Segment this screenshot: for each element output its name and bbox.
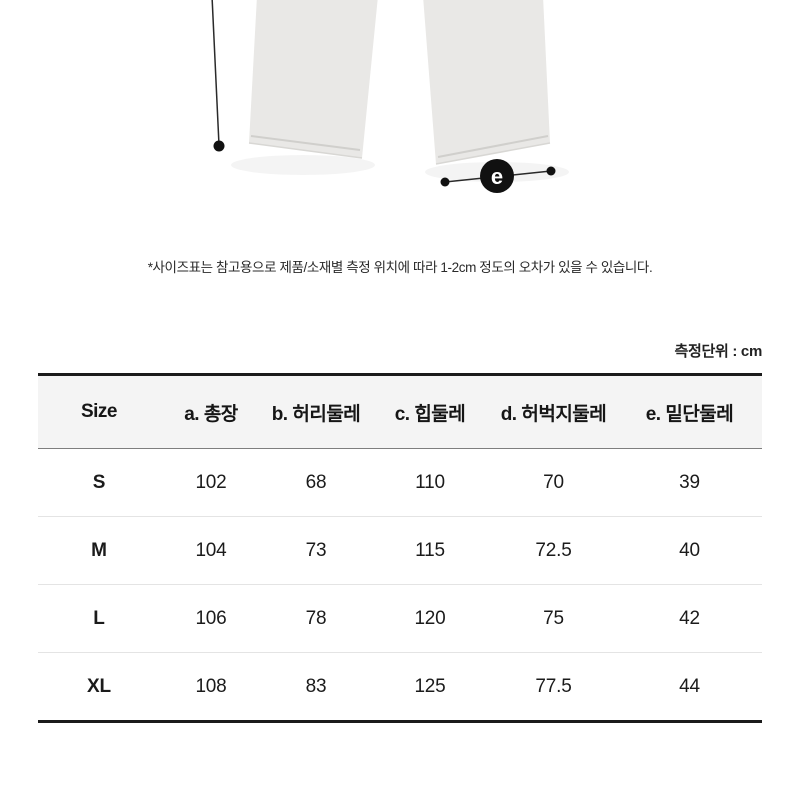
- value-cell: 68: [262, 448, 370, 517]
- length-measure-dot: [213, 140, 225, 152]
- value-cell: 125: [414, 675, 446, 697]
- hem-marker-circle: [480, 159, 514, 193]
- size-label: S: [38, 448, 160, 517]
- value-cell: 42: [617, 584, 762, 653]
- size-label: L: [38, 584, 160, 653]
- header-cell-size: Size: [38, 374, 160, 449]
- header-cell-hem: e. 밑단둘레: [617, 374, 762, 449]
- value-cell: 106: [160, 584, 262, 653]
- left-hem-shadow: [231, 155, 375, 175]
- pants-left-leg: [249, 0, 378, 158]
- value-cell: 120: [370, 584, 490, 653]
- hem-marker-label: e: [491, 164, 503, 189]
- value-cell: 115: [370, 516, 490, 585]
- size-table: Size a. 총장 b. 허리둘레 c. 힙둘레 d. 허벅지둘레 e. 밑단…: [38, 373, 762, 723]
- value-cell: 39: [617, 448, 762, 517]
- value-cell: 102: [160, 448, 262, 517]
- length-measure-line: [211, 0, 220, 146]
- value-cell: 83: [305, 675, 327, 697]
- table-row-m: M 104 73 115 72.5 40: [38, 516, 762, 585]
- header-cell-hip: c. 힙둘레: [370, 374, 490, 449]
- value-cell: 77.5: [535, 675, 572, 697]
- pants-diagram: e: [211, 0, 569, 193]
- value-cell: 108: [195, 675, 227, 697]
- size-table-header-row: Size a. 총장 b. 허리둘레 c. 힙둘레 d. 허벅지둘레 e. 밑단…: [38, 374, 762, 449]
- pants-right-leg: [423, 0, 550, 164]
- size-label: M: [38, 516, 160, 585]
- value-cell: 44: [679, 675, 700, 697]
- hem-measure-dot-left: [440, 177, 450, 187]
- value-cell: 73: [262, 516, 370, 585]
- table-row-l: L 106 78 120 75 42: [38, 584, 762, 653]
- size-note: *사이즈표는 참고용으로 제품/소재별 측정 위치에 따라 1-2cm 정도의 …: [147, 260, 653, 275]
- table-row-s: S 102 68 110 70 39: [38, 448, 762, 517]
- size-label: XL: [87, 675, 111, 697]
- header-cell-waist: b. 허리둘레: [262, 374, 370, 449]
- unit-label: 측정단위 : cm: [674, 343, 762, 360]
- header-cell-thigh: d. 허벅지둘레: [490, 374, 617, 449]
- hem-measure-dot-right: [546, 166, 556, 176]
- value-cell: 78: [262, 584, 370, 653]
- value-cell: 104: [160, 516, 262, 585]
- value-cell: 72.5: [490, 516, 617, 585]
- header-cell-total-length: a. 총장: [160, 374, 262, 449]
- right-hem-seam: [437, 135, 549, 158]
- value-cell: 70: [490, 448, 617, 517]
- table-row-xl: XL 108 83 125 77.5 44: [38, 653, 762, 722]
- right-hem-edge: [435, 142, 551, 165]
- left-hem-edge: [248, 142, 363, 159]
- value-cell: 40: [617, 516, 762, 585]
- left-hem-seam: [250, 135, 361, 151]
- value-cell: 75: [490, 584, 617, 653]
- value-cell: 110: [370, 448, 490, 517]
